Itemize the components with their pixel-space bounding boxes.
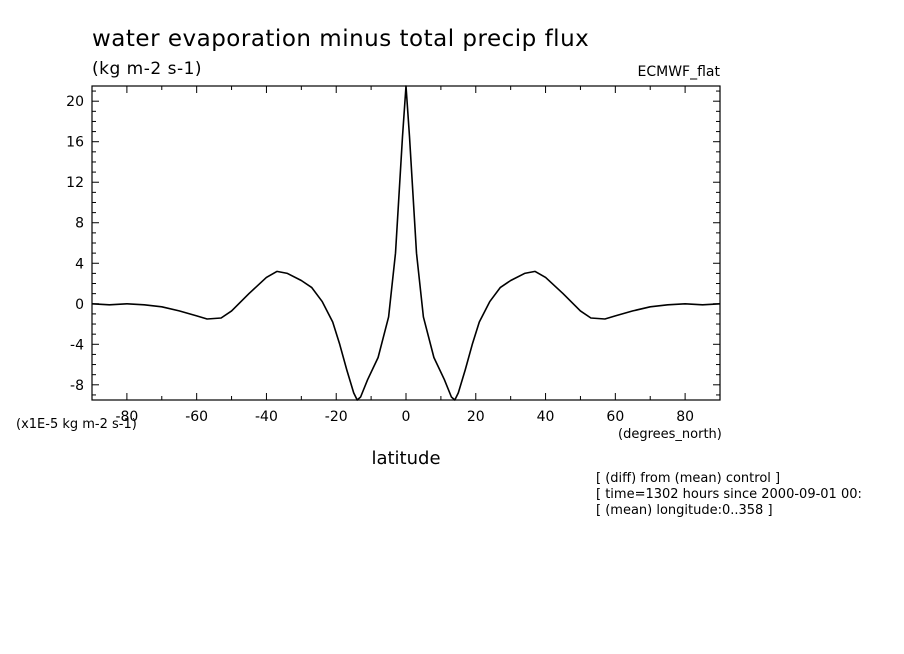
plot-frame — [91, 85, 721, 401]
axes — [91, 85, 721, 401]
y-tick-labels: -8 -4 0 4 8 12 16 20 — [66, 94, 84, 394]
chart-units: (kg m-2 s-1) — [92, 59, 202, 79]
x-tick-label: 20 — [467, 409, 485, 425]
x-units-label: (degrees_north) — [618, 427, 722, 442]
x-tick-label: 80 — [676, 409, 694, 425]
x-tick-label: 60 — [606, 409, 624, 425]
model-label: ECMWF_flat — [638, 64, 721, 80]
y-tick-label: -8 — [70, 378, 84, 394]
series-group — [91, 85, 721, 401]
y-tick-label: 8 — [75, 216, 84, 232]
y-tick-label: 0 — [75, 297, 84, 313]
x-tick-label: -20 — [325, 409, 348, 425]
info-line-2: [ time=1302 hours since 2000-09-01 00: — [596, 487, 862, 502]
x-tick-label: -60 — [185, 409, 208, 425]
x-tick-label: 0 — [402, 409, 411, 425]
y-tick-label: 12 — [66, 175, 84, 191]
x-tick-label: -40 — [255, 409, 278, 425]
tick-marks — [91, 86, 721, 400]
x-tick-labels: -80 -60 -40 -20 0 20 40 60 80 — [115, 409, 694, 425]
y-tick-label: 4 — [75, 256, 84, 272]
info-line-3: [ (mean) longitude:0..358 ] — [596, 503, 773, 518]
info-line-1: [ (diff) from (mean) control ] — [596, 471, 780, 486]
series-line-1 — [91, 85, 721, 401]
chart-title: water evaporation minus total precip flu… — [92, 26, 589, 52]
y-scale-label: (x1E-5 kg m-2 s-1) — [16, 417, 137, 432]
x-axis-label: latitude — [371, 448, 440, 469]
x-tick-label: -80 — [115, 409, 138, 425]
y-tick-label: 16 — [66, 135, 84, 151]
y-tick-label: 20 — [66, 94, 84, 110]
x-tick-label: 40 — [537, 409, 555, 425]
y-tick-label: -4 — [70, 337, 84, 353]
